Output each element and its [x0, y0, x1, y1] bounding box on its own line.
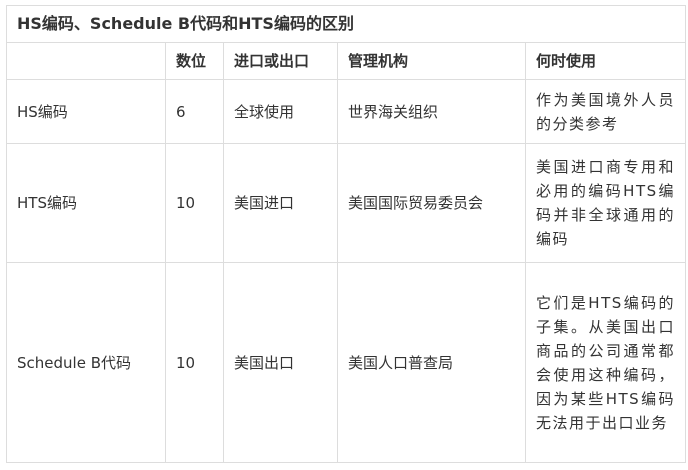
header-digits: 数位: [165, 42, 224, 80]
digits: 10: [165, 262, 224, 463]
table-row: HTS编码 10 美国进口 美国国际贸易委员会 美国进口商专用和必用的编码HTS…: [6, 143, 687, 263]
authority: 世界海关组织: [337, 79, 526, 144]
header-import-export: 进口或出口: [223, 42, 338, 80]
table-row: Schedule B代码 10 美国出口 美国人口普查局 它们是HTS编码的子集…: [6, 262, 687, 463]
import-export: 全球使用: [223, 79, 338, 144]
code-name: HTS编码: [6, 143, 166, 263]
header-blank: [6, 42, 166, 80]
code-name: Schedule B代码: [6, 262, 166, 463]
comparison-table: HS编码、Schedule B代码和HTS编码的区别 数位 进口或出口 管理机构…: [5, 5, 687, 463]
when-used: 作为美国境外人员的分类参考: [524, 79, 687, 144]
table-title: HS编码、Schedule B代码和HTS编码的区别: [5, 5, 687, 43]
code-name: HS编码: [6, 79, 166, 144]
import-export: 美国进口: [223, 143, 338, 263]
header-row: 数位 进口或出口 管理机构 何时使用: [6, 42, 687, 80]
table-row: HS编码 6 全球使用 世界海关组织 作为美国境外人员的分类参考: [6, 79, 687, 144]
authority: 美国人口普查局: [337, 262, 526, 463]
import-export: 美国出口: [223, 262, 338, 463]
header-authority: 管理机构: [337, 42, 526, 80]
when-used: 它们是HTS编码的子集。从美国出口商品的公司通常都会使用这种编码，因为某些HTS…: [524, 262, 687, 463]
header-when-used: 何时使用: [524, 42, 687, 80]
digits: 10: [165, 143, 224, 263]
authority: 美国国际贸易委员会: [337, 143, 526, 263]
digits: 6: [165, 79, 224, 144]
when-used: 美国进口商专用和必用的编码HTS编码并非全球通用的编码: [524, 143, 687, 263]
